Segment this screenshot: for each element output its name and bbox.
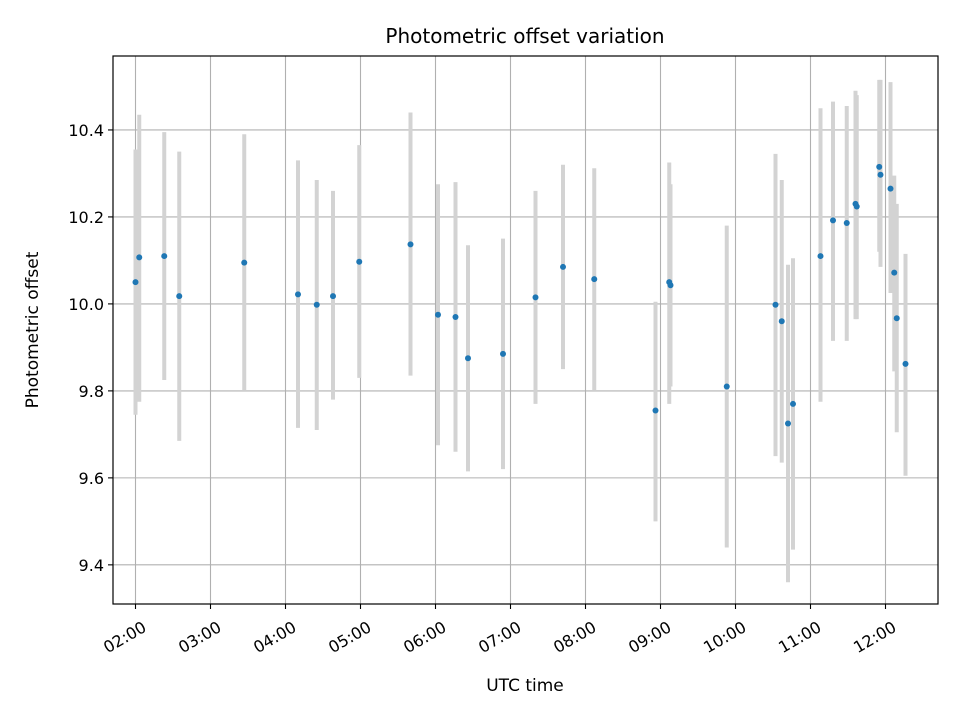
data-point	[136, 254, 143, 261]
data-point	[560, 263, 566, 270]
data-point	[667, 282, 674, 289]
y-axis: 9.4 9.6 9.8 10.0 10.2 10.4	[68, 121, 113, 575]
data-point	[330, 293, 336, 300]
x-axis-label: UTC time	[486, 676, 564, 696]
data-point	[853, 203, 860, 210]
data-points	[132, 163, 909, 427]
data-point	[817, 253, 824, 260]
data-point	[893, 315, 900, 322]
data-point	[241, 259, 248, 266]
data-point	[407, 241, 414, 248]
plot-frame	[112, 55, 939, 605]
data-point	[887, 185, 894, 192]
data-point	[877, 171, 884, 178]
data-point	[532, 294, 539, 301]
y-tick-label: 10.0	[68, 295, 104, 314]
data-point	[176, 293, 183, 300]
data-point	[772, 301, 779, 308]
data-point	[591, 276, 598, 283]
data-point	[161, 253, 168, 260]
data-point	[843, 220, 850, 227]
data-point	[778, 318, 785, 325]
data-point	[132, 279, 139, 286]
data-point	[313, 301, 320, 308]
data-point	[295, 291, 301, 298]
data-point	[785, 420, 791, 427]
data-point	[876, 163, 883, 170]
data-point	[500, 350, 506, 357]
data-point	[452, 313, 459, 320]
data-point	[891, 269, 898, 276]
data-point	[652, 407, 659, 414]
y-axis-label: Photometric offset	[23, 251, 43, 408]
data-point	[465, 355, 471, 362]
data-point	[435, 311, 441, 318]
y-tick-label: 10.4	[68, 121, 104, 140]
data-point	[790, 400, 796, 407]
data-point	[902, 360, 909, 367]
y-tick-label: 9.8	[79, 382, 104, 401]
y-tick-label: 9.6	[79, 469, 104, 488]
y-tick-label: 9.4	[79, 556, 104, 575]
data-point	[723, 383, 730, 390]
y-tick-label: 10.2	[68, 208, 104, 227]
chart-title: Photometric offset variation	[385, 24, 664, 48]
grid	[113, 56, 938, 604]
data-point	[830, 217, 836, 224]
data-point	[356, 258, 363, 265]
